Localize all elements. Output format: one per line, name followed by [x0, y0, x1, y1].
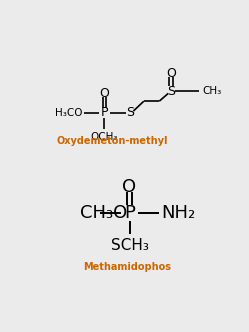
Text: Methamidophos: Methamidophos	[84, 262, 172, 272]
Text: P: P	[124, 204, 135, 222]
Text: CH₃O: CH₃O	[80, 204, 127, 222]
Text: CH₃: CH₃	[202, 86, 221, 96]
Text: O: O	[100, 87, 109, 100]
Text: S: S	[126, 106, 134, 119]
Text: OCH₃: OCH₃	[91, 132, 118, 142]
Text: NH₂: NH₂	[161, 204, 196, 222]
Text: Oxydemeton-methyl: Oxydemeton-methyl	[57, 136, 168, 146]
Text: S: S	[167, 85, 175, 98]
Text: O: O	[166, 67, 176, 80]
Text: O: O	[123, 178, 137, 196]
Text: H₃CO: H₃CO	[55, 108, 83, 118]
Text: P: P	[101, 106, 108, 119]
Text: SCH₃: SCH₃	[111, 238, 148, 253]
